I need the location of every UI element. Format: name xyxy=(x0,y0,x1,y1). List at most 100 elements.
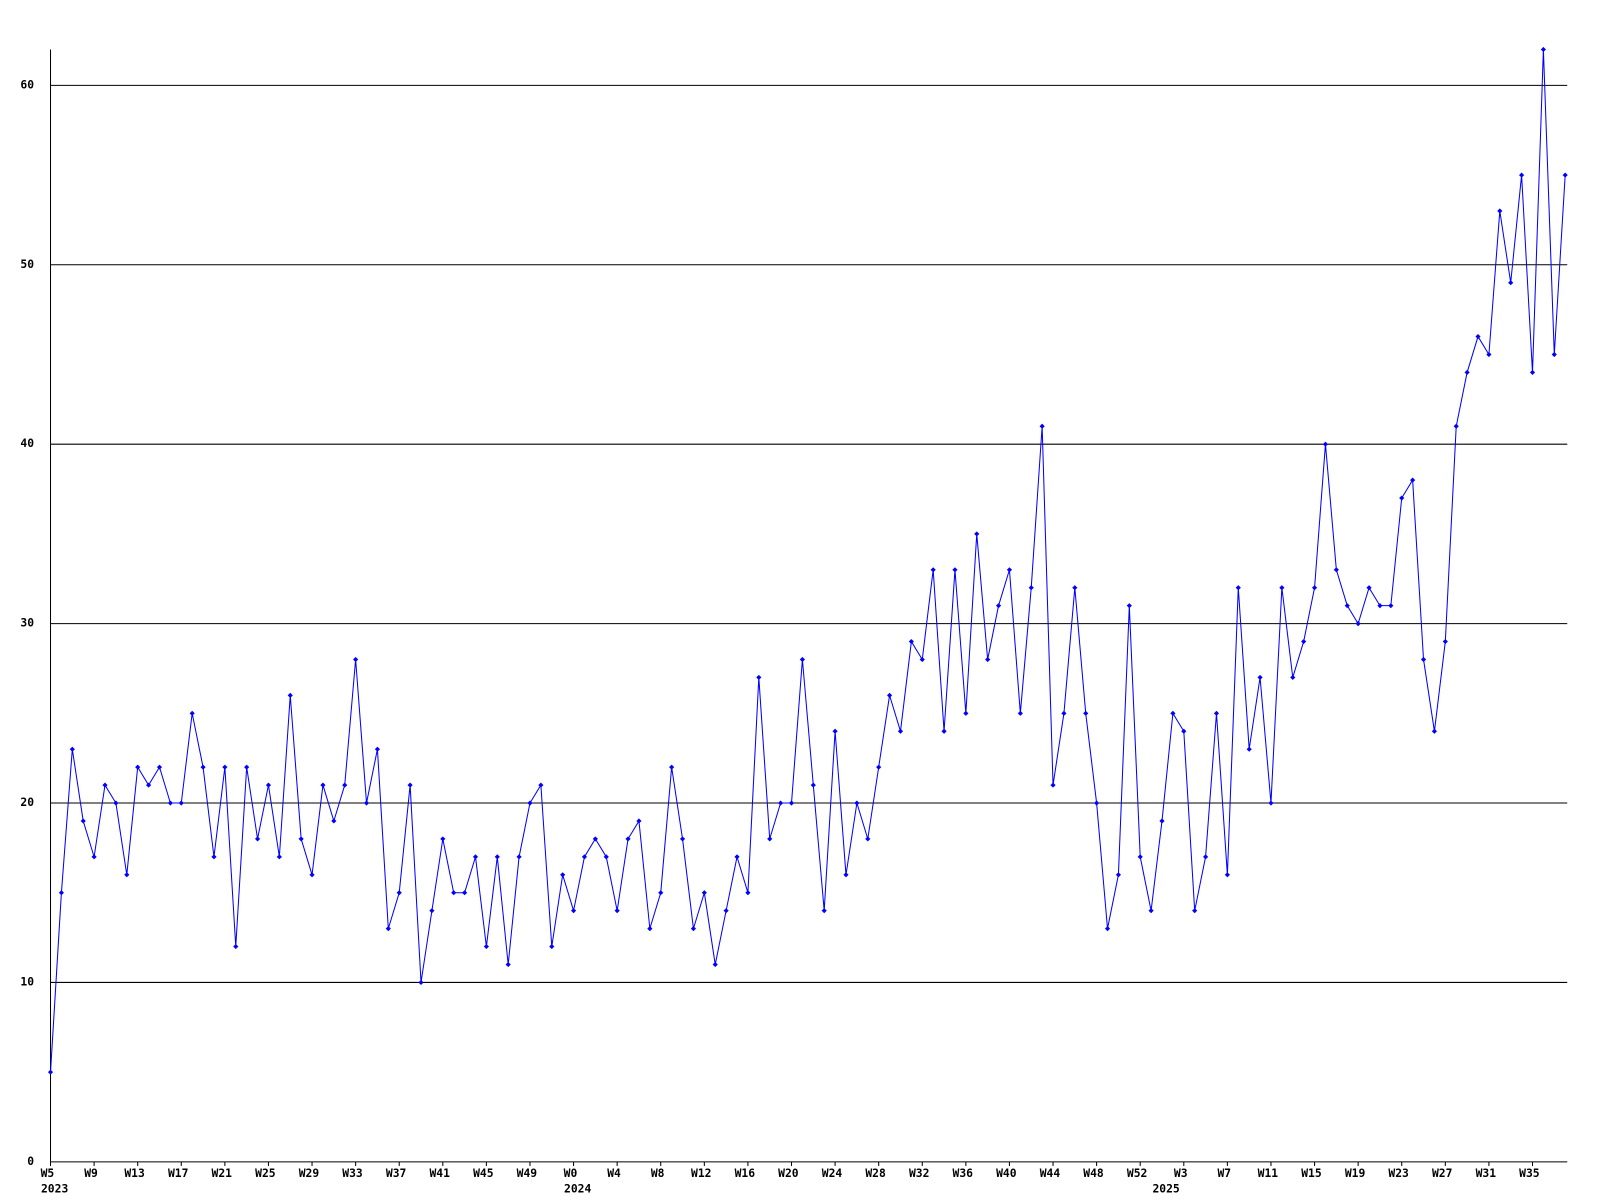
x-tick-label: W40 xyxy=(996,1166,1017,1180)
x-tick-label: W45 xyxy=(473,1166,494,1180)
data-point xyxy=(614,908,620,914)
data-point xyxy=(625,836,631,842)
x-tick-label: W13 xyxy=(124,1166,145,1180)
x-tick-label: W21 xyxy=(212,1166,233,1180)
x-tick-label: W19 xyxy=(1345,1166,1366,1180)
x-tick-label: W4 xyxy=(607,1166,621,1180)
data-point xyxy=(701,890,707,896)
data-point xyxy=(91,854,97,860)
data-point xyxy=(767,836,773,842)
data-point xyxy=(156,764,163,770)
data-point xyxy=(1442,638,1448,645)
data-point xyxy=(102,782,108,788)
data-point xyxy=(200,764,206,770)
data-point xyxy=(135,764,141,770)
data-point xyxy=(843,872,849,878)
y-tick-label: 40 xyxy=(20,436,34,450)
data-point xyxy=(1355,621,1361,627)
x-tick-label: W12 xyxy=(691,1166,711,1180)
data-point xyxy=(1061,710,1067,716)
data-point xyxy=(309,872,315,878)
data-point xyxy=(1181,728,1187,734)
data-point xyxy=(1410,477,1416,483)
data-point xyxy=(1148,908,1154,914)
data-point xyxy=(570,908,577,914)
data-point xyxy=(647,926,653,932)
data-point xyxy=(854,800,860,806)
data-point xyxy=(865,836,871,842)
data-point xyxy=(581,854,588,860)
x-tick-label: W0 xyxy=(564,1166,578,1180)
data-point xyxy=(342,782,348,788)
data-point xyxy=(1540,46,1546,53)
data-point xyxy=(778,800,784,806)
data-point xyxy=(1279,585,1285,591)
data-point xyxy=(669,764,675,770)
y-tick-label: 50 xyxy=(20,257,34,271)
data-point xyxy=(298,836,304,842)
data-point xyxy=(58,890,64,896)
x-tick-label: W5 xyxy=(41,1166,55,1180)
data-point xyxy=(211,854,217,860)
x-tick-label: W29 xyxy=(299,1166,320,1180)
data-point xyxy=(320,782,326,788)
data-point xyxy=(723,908,729,914)
data-point xyxy=(1377,603,1383,609)
year-label: 2024 xyxy=(564,1182,591,1196)
data-point xyxy=(908,638,914,645)
data-point xyxy=(1115,872,1121,878)
data-point xyxy=(1257,674,1263,681)
data-point xyxy=(1104,926,1111,932)
x-tick-label: W41 xyxy=(429,1166,450,1180)
y-tick-label: 30 xyxy=(20,616,34,630)
data-point xyxy=(1246,746,1252,752)
year-label: 2023 xyxy=(41,1182,68,1196)
data-point xyxy=(483,943,489,950)
data-point xyxy=(244,764,250,770)
x-tick-label: W44 xyxy=(1040,1166,1061,1180)
data-point xyxy=(472,854,479,860)
data-point xyxy=(941,728,947,734)
data-point xyxy=(1475,333,1481,340)
data-point xyxy=(418,979,424,986)
data-point xyxy=(374,746,380,752)
data-point xyxy=(658,890,664,896)
data-point xyxy=(985,656,991,663)
data-point xyxy=(756,674,762,681)
data-point xyxy=(494,854,500,860)
x-tick-label: W31 xyxy=(1476,1166,1497,1180)
data-point xyxy=(276,854,282,860)
data-point xyxy=(1006,567,1013,573)
x-tick-label: W3 xyxy=(1174,1166,1188,1180)
data-point xyxy=(385,926,391,932)
data-point xyxy=(897,728,904,734)
data-point xyxy=(679,836,686,842)
data-point xyxy=(636,818,642,824)
data-point xyxy=(1235,585,1241,591)
data-point xyxy=(1170,710,1176,716)
data-point xyxy=(592,836,598,842)
data-point xyxy=(1322,441,1329,447)
data-point xyxy=(799,656,805,663)
data-point xyxy=(1388,603,1394,609)
data-point xyxy=(690,926,697,932)
data-point xyxy=(538,782,544,788)
x-tick-label: W37 xyxy=(386,1166,406,1180)
x-tick-label: W23 xyxy=(1388,1166,1409,1180)
data-point xyxy=(80,818,86,824)
data-point xyxy=(887,692,893,698)
data-point xyxy=(995,603,1002,609)
data-point xyxy=(178,800,184,806)
data-point xyxy=(1344,603,1350,609)
data-point xyxy=(1203,854,1209,860)
x-tick-label: W8 xyxy=(651,1166,665,1180)
data-point xyxy=(1519,172,1525,178)
data-point xyxy=(560,872,566,878)
data-point xyxy=(1529,369,1536,376)
y-tick-label: 0 xyxy=(27,1154,34,1168)
data-point xyxy=(1126,603,1132,609)
data-point xyxy=(1486,351,1492,358)
data-point xyxy=(1399,495,1405,501)
data-point xyxy=(1137,854,1143,860)
data-point xyxy=(1311,585,1318,591)
